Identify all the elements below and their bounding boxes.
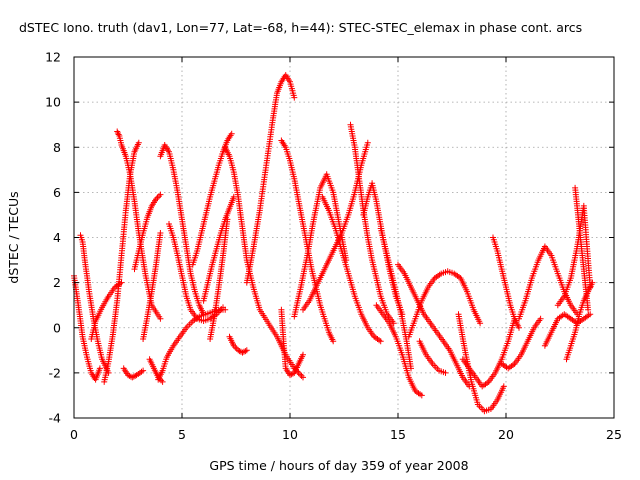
x-tick-label: 0 bbox=[70, 427, 78, 442]
data-point bbox=[377, 338, 384, 345]
y-tick-label: -2 bbox=[49, 365, 61, 380]
data-point bbox=[243, 347, 250, 354]
data-points bbox=[71, 72, 596, 415]
y-tick-label: 12 bbox=[45, 50, 61, 65]
data-point bbox=[516, 324, 522, 331]
data-point bbox=[135, 139, 142, 146]
data-point bbox=[297, 371, 304, 378]
data-point bbox=[242, 348, 249, 355]
data-point bbox=[115, 131, 122, 138]
data-point bbox=[418, 392, 425, 399]
y-tick-label: 2 bbox=[53, 275, 61, 290]
grid bbox=[74, 57, 614, 418]
data-point bbox=[587, 311, 594, 318]
data-point bbox=[157, 191, 164, 198]
data-point bbox=[408, 365, 414, 372]
data-point bbox=[537, 315, 544, 322]
data-point bbox=[200, 311, 207, 318]
y-tick-label: 4 bbox=[53, 230, 61, 245]
data-point bbox=[140, 367, 147, 374]
y-tick-label: 8 bbox=[53, 140, 61, 155]
data-point bbox=[364, 139, 371, 146]
y-tick-label: 6 bbox=[53, 185, 61, 200]
data-point bbox=[220, 304, 226, 311]
axis-ticks: 0 5 10 15 20 25 -4 -2 0 2 4 6 8 10 12 bbox=[45, 50, 622, 443]
data-point bbox=[300, 374, 306, 381]
data-point bbox=[330, 338, 337, 345]
chart-title: dSTEC Iono. truth (dav1, Lon=77, Lat=-68… bbox=[19, 20, 582, 35]
data-point bbox=[589, 279, 596, 286]
data-point bbox=[298, 372, 305, 379]
data-point bbox=[156, 193, 162, 200]
y-tick-label: 10 bbox=[45, 95, 61, 110]
data-point bbox=[159, 378, 166, 385]
x-tick-label: 15 bbox=[390, 427, 406, 442]
x-axis-label: GPS time / hours of day 359 of year 2008 bbox=[209, 458, 468, 473]
data-point bbox=[585, 306, 592, 313]
data-point bbox=[500, 383, 507, 390]
data-point bbox=[157, 315, 164, 322]
y-tick-label: -4 bbox=[49, 411, 62, 426]
y-tick-label: 0 bbox=[53, 320, 61, 335]
data-point bbox=[240, 348, 247, 355]
data-point bbox=[114, 130, 121, 136]
data-point bbox=[291, 94, 298, 101]
data-point bbox=[300, 351, 306, 358]
data-point bbox=[96, 365, 103, 372]
x-tick-label: 5 bbox=[178, 427, 186, 442]
x-tick-label: 10 bbox=[282, 427, 298, 442]
y-axis-label: dSTEC / TECUs bbox=[6, 191, 21, 283]
x-tick-label: 20 bbox=[498, 427, 514, 442]
data-point bbox=[442, 369, 449, 376]
data-point bbox=[157, 230, 164, 236]
data-point bbox=[228, 130, 235, 137]
data-point bbox=[132, 372, 139, 379]
data-point bbox=[477, 320, 484, 327]
x-tick-label: 25 bbox=[606, 427, 622, 442]
